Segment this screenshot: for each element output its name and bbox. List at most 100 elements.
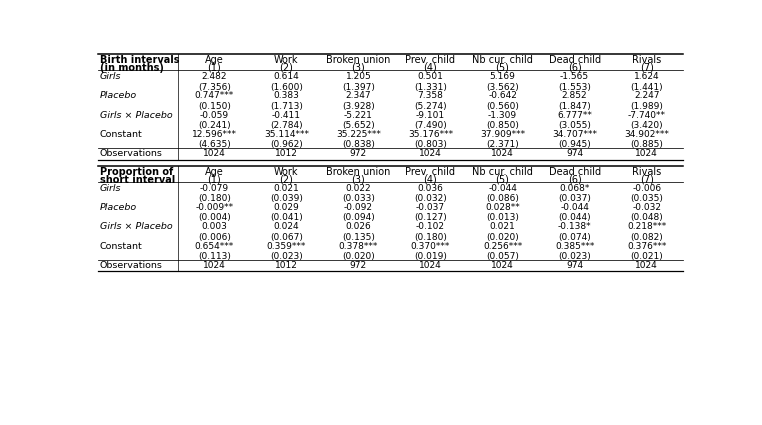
Text: 0.359***: 0.359*** (267, 241, 306, 251)
Text: 35.114***: 35.114*** (264, 130, 309, 139)
Text: (0.180): (0.180) (198, 194, 231, 203)
Text: -0.044: -0.044 (488, 184, 517, 193)
Text: 0.654***: 0.654*** (194, 241, 234, 251)
Text: 0.385***: 0.385*** (555, 241, 594, 251)
Text: (7): (7) (640, 63, 654, 73)
Text: (0.023): (0.023) (559, 252, 591, 261)
Text: (0.135): (0.135) (342, 233, 375, 242)
Text: 1024: 1024 (491, 261, 514, 270)
Text: -7.740**: -7.740** (628, 110, 666, 120)
Text: 5.169: 5.169 (489, 72, 515, 81)
Text: (5.652): (5.652) (342, 121, 375, 130)
Text: 0.614: 0.614 (274, 72, 299, 81)
Text: 34.902***: 34.902*** (624, 130, 669, 139)
Text: (0.945): (0.945) (559, 140, 591, 149)
Text: (7.356): (7.356) (198, 82, 231, 91)
Text: (1.331): (1.331) (414, 82, 447, 91)
Text: Prev. child: Prev. child (405, 55, 456, 65)
Text: Girls: Girls (100, 72, 121, 81)
Text: 1024: 1024 (419, 149, 442, 158)
Text: -0.092: -0.092 (344, 203, 373, 212)
Text: (0.067): (0.067) (270, 233, 303, 242)
Text: 1.624: 1.624 (634, 72, 659, 81)
Text: Age: Age (205, 55, 223, 65)
Text: 0.256***: 0.256*** (483, 241, 522, 251)
Text: (2): (2) (280, 175, 293, 184)
Text: 1024: 1024 (636, 149, 658, 158)
Text: (0.041): (0.041) (270, 213, 303, 222)
Text: 2.482: 2.482 (201, 72, 227, 81)
Text: 0.218***: 0.218*** (627, 222, 666, 231)
Text: 35.176***: 35.176*** (408, 130, 453, 139)
Text: Girls: Girls (100, 184, 121, 193)
Text: 0.036: 0.036 (418, 184, 443, 193)
Text: (1.600): (1.600) (270, 82, 303, 91)
Text: (3.055): (3.055) (558, 121, 591, 130)
Text: -5.221: -5.221 (344, 110, 373, 120)
Text: (0.048): (0.048) (630, 213, 663, 222)
Text: Work: Work (274, 55, 299, 65)
Text: 34.707***: 34.707*** (552, 130, 597, 139)
Text: 0.370***: 0.370*** (411, 241, 450, 251)
Text: (0.850): (0.850) (486, 121, 519, 130)
Text: (0.086): (0.086) (486, 194, 519, 203)
Text: 0.028**: 0.028** (485, 203, 520, 212)
Text: (5): (5) (495, 63, 510, 73)
Text: 974: 974 (566, 149, 583, 158)
Text: Birth intervals: Birth intervals (100, 55, 179, 65)
Text: 1012: 1012 (275, 149, 298, 158)
Text: Constant: Constant (100, 241, 142, 251)
Text: Constant: Constant (100, 130, 142, 139)
Text: (0.560): (0.560) (486, 102, 519, 111)
Text: -0.032: -0.032 (632, 203, 661, 212)
Text: 972: 972 (350, 149, 367, 158)
Text: (0.020): (0.020) (342, 252, 375, 261)
Text: (4): (4) (424, 175, 437, 184)
Text: 0.029: 0.029 (274, 203, 299, 212)
Text: (1): (1) (207, 63, 221, 73)
Text: 7.358: 7.358 (418, 91, 443, 100)
Text: (in months): (in months) (100, 63, 164, 73)
Text: 35.225***: 35.225*** (336, 130, 381, 139)
Text: (4.635): (4.635) (198, 140, 231, 149)
Text: -0.059: -0.059 (200, 110, 229, 120)
Text: -9.101: -9.101 (416, 110, 445, 120)
Text: (0.241): (0.241) (198, 121, 231, 130)
Text: (0.127): (0.127) (414, 213, 447, 222)
Text: Broken union: Broken union (326, 167, 391, 177)
Text: (0.006): (0.006) (198, 233, 231, 242)
Text: (5): (5) (495, 175, 510, 184)
Text: Observations: Observations (100, 261, 163, 270)
Text: (0.044): (0.044) (559, 213, 591, 222)
Text: Placebo: Placebo (100, 91, 137, 100)
Text: Dead child: Dead child (549, 55, 600, 65)
Text: Girls × Placebo: Girls × Placebo (100, 110, 173, 120)
Text: 974: 974 (566, 261, 583, 270)
Text: 0.021: 0.021 (490, 222, 515, 231)
Text: -1.309: -1.309 (488, 110, 517, 120)
Text: 0.068*: 0.068* (559, 184, 590, 193)
Text: (2.784): (2.784) (270, 121, 303, 130)
Text: (3): (3) (351, 175, 365, 184)
Text: (3): (3) (351, 63, 365, 73)
Text: Dead child: Dead child (549, 167, 600, 177)
Text: (3.562): (3.562) (486, 82, 519, 91)
Text: -0.009**: -0.009** (195, 203, 233, 212)
Text: (4): (4) (424, 63, 437, 73)
Text: 972: 972 (350, 261, 367, 270)
Text: (0.180): (0.180) (414, 233, 447, 242)
Text: 0.501: 0.501 (418, 72, 443, 81)
Text: (0.094): (0.094) (342, 213, 375, 222)
Text: Nb cur. child: Nb cur. child (472, 55, 533, 65)
Text: 0.026: 0.026 (345, 222, 371, 231)
Text: (0.013): (0.013) (486, 213, 519, 222)
Text: 1024: 1024 (203, 261, 226, 270)
Text: (2.371): (2.371) (486, 140, 519, 149)
Text: (7.490): (7.490) (414, 121, 447, 130)
Text: 0.024: 0.024 (274, 222, 299, 231)
Text: (0.004): (0.004) (198, 213, 231, 222)
Text: (1.441): (1.441) (630, 82, 663, 91)
Text: Observations: Observations (100, 149, 163, 158)
Text: Rivals: Rivals (632, 167, 661, 177)
Text: (7): (7) (640, 175, 654, 184)
